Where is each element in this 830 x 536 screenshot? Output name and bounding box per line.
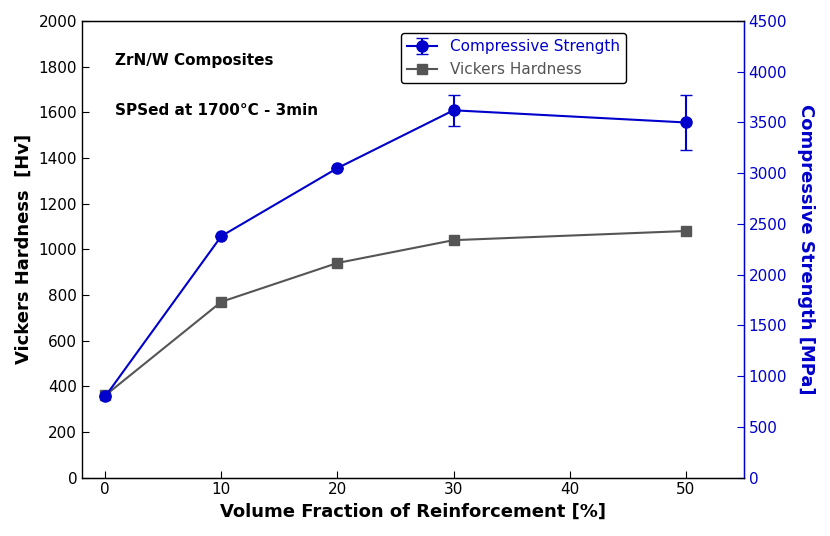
Y-axis label: Vickers Hardness  [Hv]: Vickers Hardness [Hv] (15, 134, 33, 364)
Vickers Hardness (333, 260, 343, 266)
Vickers Hardness (681, 228, 691, 234)
Text: ZrN/W Composites: ZrN/W Composites (115, 53, 274, 68)
Legend: Compressive Strength, Vickers Hardness: Compressive Strength, Vickers Hardness (401, 33, 626, 83)
Text: SPSed at 1700°C - 3min: SPSed at 1700°C - 3min (115, 103, 318, 118)
X-axis label: Volume Fraction of Reinforcement [%]: Volume Fraction of Reinforcement [%] (220, 503, 606, 521)
Vickers Hardness (448, 237, 458, 243)
Vickers Hardness (100, 392, 110, 399)
Y-axis label: Compressive Strength [MPa]: Compressive Strength [MPa] (797, 104, 815, 394)
Line: Vickers Hardness: Vickers Hardness (100, 226, 691, 400)
Vickers Hardness (217, 299, 227, 305)
